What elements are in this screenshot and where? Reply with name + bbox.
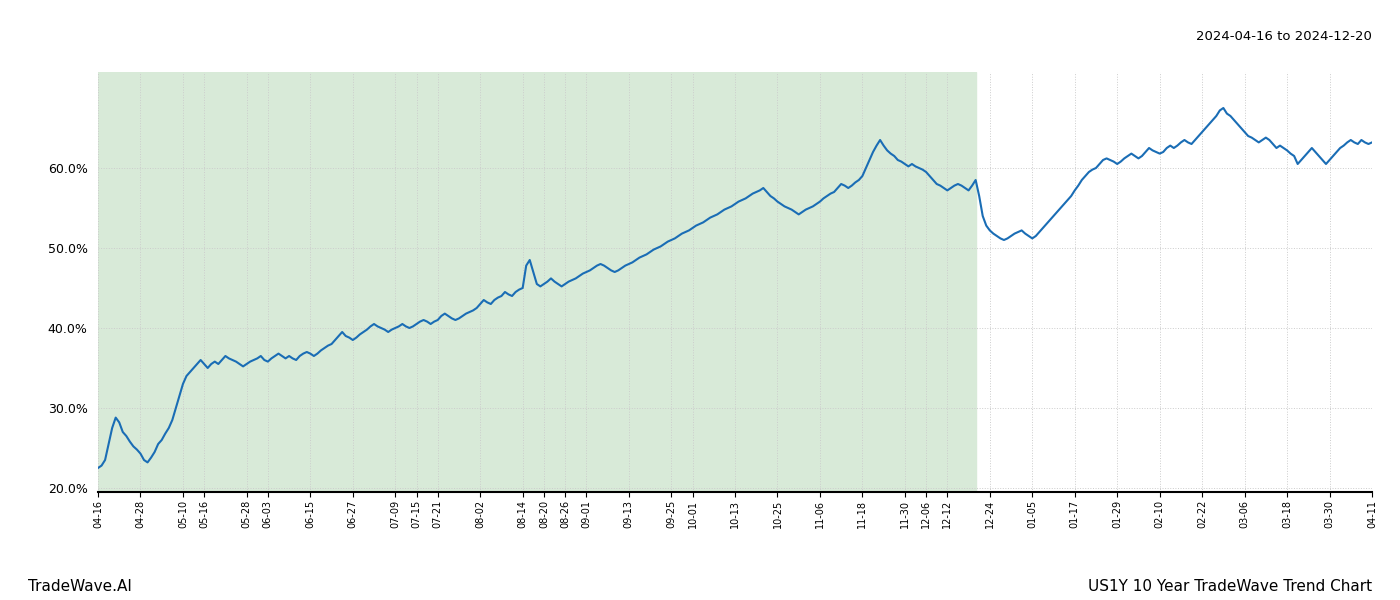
Bar [98,72,976,492]
Text: TradeWave.AI: TradeWave.AI [28,579,132,594]
Text: US1Y 10 Year TradeWave Trend Chart: US1Y 10 Year TradeWave Trend Chart [1088,579,1372,594]
Text: 2024-04-16 to 2024-12-20: 2024-04-16 to 2024-12-20 [1196,30,1372,43]
